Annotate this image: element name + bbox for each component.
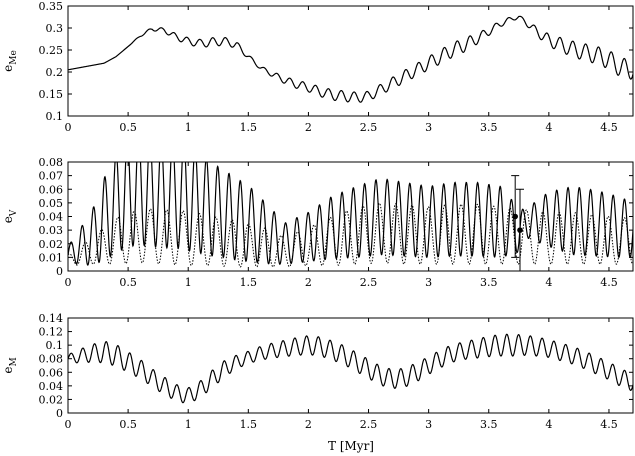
y-tick-label: 0.1 — [46, 110, 64, 123]
x-axis-label: T [Myr] — [328, 439, 374, 453]
x-tick-label: 0.5 — [119, 418, 137, 431]
panels: 0 0.5 1 1.5 2 2.5 3 3.5 4 4.5 0.1 0.15 0.2 0.25 0.3 0.3… — [1, 0, 634, 431]
y-tick-label: 0.14 — [39, 312, 64, 325]
x-tick-label: 4.5 — [600, 418, 618, 431]
y-tick-label: 0.35 — [39, 0, 64, 13]
x-tick-label: 0 — [65, 276, 72, 289]
x-tick-label: 0 — [65, 418, 72, 431]
series-line-dotted — [68, 202, 633, 268]
y-tick-label: 0.2 — [46, 66, 64, 79]
y-tick-label: 0.04 — [39, 380, 64, 393]
x-tick-label: 3.5 — [480, 276, 498, 289]
x-tick-label: 4.5 — [600, 121, 618, 134]
y-tick-label: 0.02 — [39, 238, 64, 251]
series-line — [68, 15, 633, 103]
x-tick-label: 4 — [545, 418, 552, 431]
y-tick-label: 0.12 — [39, 326, 64, 339]
data-point — [512, 213, 518, 220]
series-line — [68, 333, 633, 404]
x-tick-label: 1 — [185, 418, 192, 431]
y-tick-label: 0.08 — [39, 156, 64, 169]
y-tick-label: 0.08 — [39, 353, 64, 366]
plot-frame — [67, 317, 634, 414]
y-axis-label: eM — [1, 357, 19, 373]
x-tick-label: 3.5 — [480, 418, 498, 431]
x-tick-label: 3 — [425, 121, 432, 134]
x-tick-label: 2.5 — [360, 418, 378, 431]
y-tick-label: 0.1 — [46, 339, 64, 352]
y-tick-label: 0.03 — [39, 224, 64, 237]
y-tick-label: 0.06 — [39, 183, 64, 196]
x-tick-label: 1.5 — [240, 418, 258, 431]
x-tick-label: 2 — [305, 418, 312, 431]
series-line — [68, 162, 633, 266]
x-tick-label: 4.5 — [600, 276, 618, 289]
panel-2: 0 0.5 1 1.5 2 2.5 3 3.5 4 4.500.010.020.030.040.0… — [1, 156, 634, 289]
x-tick-label: 3 — [425, 418, 432, 431]
x-tick-label: 2 — [305, 276, 312, 289]
x-tick-label: 1 — [185, 276, 192, 289]
y-tick-label: 0.07 — [39, 170, 64, 183]
panel-1: 0 0.5 1 1.5 2 2.5 3 3.5 4 4.5 0.1 0.15 0.2 0.25 0.3 0.3… — [1, 0, 634, 134]
x-tick-label: 2 — [305, 121, 312, 134]
y-tick-label: 0.02 — [39, 393, 64, 406]
x-tick-label: 2.5 — [360, 276, 378, 289]
y-tick-label: 0 — [56, 407, 63, 420]
y-tick-label: 0.05 — [39, 197, 64, 210]
x-tick-label: 1 — [185, 121, 192, 134]
x-tick-label: 3 — [425, 276, 432, 289]
x-tick-label: 0 — [65, 121, 72, 134]
y-tick-label: 0.01 — [39, 251, 64, 264]
x-tick-label: 2.5 — [360, 121, 378, 134]
y-tick-label: 0.04 — [39, 211, 64, 224]
panel-3: 0 0.5 1 1.5 2 2.5 3 3.5 4 4.500.020.040.060.080.1… — [1, 312, 634, 431]
data-point — [517, 227, 523, 233]
y-axis-label: eMe — [1, 50, 19, 72]
y-tick-label: 0.3 — [46, 22, 64, 35]
x-tick-label: 1.5 — [240, 121, 258, 134]
x-tick-label: 1.5 — [240, 276, 258, 289]
x-tick-label: 0.5 — [119, 121, 137, 134]
x-tick-label: 3.5 — [480, 121, 498, 134]
y-tick-label: 0.06 — [39, 366, 64, 379]
x-tick-label: 0.5 — [119, 276, 137, 289]
y-tick-label: 0 — [56, 265, 63, 278]
x-tick-label: 4 — [545, 121, 552, 134]
y-tick-label: 0.25 — [39, 44, 64, 57]
x-tick-label: 4 — [545, 276, 552, 289]
y-axis-label: eV — [1, 209, 19, 223]
y-tick-label: 0.15 — [39, 88, 64, 101]
plot-frame — [67, 5, 634, 117]
